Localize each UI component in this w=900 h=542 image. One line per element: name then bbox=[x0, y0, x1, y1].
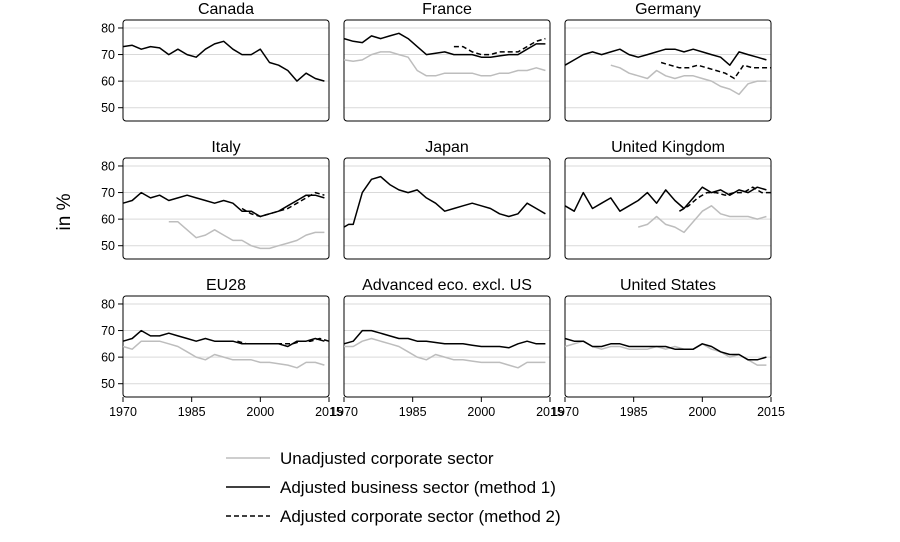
series-line-adjusted-business-sector-method-1 bbox=[564, 337, 767, 361]
x-tick-label: 1985 bbox=[620, 405, 648, 419]
series-line-adjusted-business-sector-method-1 bbox=[564, 48, 767, 66]
legend-label: Adjusted corporate sector (method 2) bbox=[280, 507, 561, 526]
series-line-unadjusted-corporate-sector bbox=[343, 51, 546, 77]
panel-germany: Germany bbox=[564, 1, 772, 122]
x-tick-label: 2015 bbox=[536, 405, 564, 419]
series-line-unadjusted-corporate-sector bbox=[344, 337, 546, 369]
panel-japan: Japan bbox=[343, 139, 551, 260]
legend-item: Adjusted business sector (method 1) bbox=[226, 478, 556, 497]
panel-title: France bbox=[422, 1, 472, 18]
legend-label: Unadjusted corporate sector bbox=[280, 449, 494, 468]
x-tick-label: 1970 bbox=[109, 405, 137, 419]
x-tick-label: 2015 bbox=[757, 405, 785, 419]
x-tick-label: 1985 bbox=[399, 405, 427, 419]
y-tick-label: 70 bbox=[101, 324, 115, 338]
panel-title: United Kingdom bbox=[611, 139, 725, 156]
series-line-adjusted-business-sector-method-1 bbox=[343, 175, 546, 228]
series-line-adjusted-corporate-sector-method-2 bbox=[679, 186, 771, 212]
series-line-adjusted-business-sector-method-1 bbox=[122, 329, 325, 348]
series-line-adjusted-corporate-sector-method-2 bbox=[453, 37, 546, 56]
y-tick-label: 70 bbox=[101, 186, 115, 200]
x-tick-label: 1985 bbox=[178, 405, 206, 419]
series-line-unadjusted-corporate-sector bbox=[637, 205, 767, 234]
legend-label: Adjusted business sector (method 1) bbox=[280, 478, 556, 497]
series-line-unadjusted-corporate-sector bbox=[610, 64, 767, 96]
panel-united-states: United States 1970 1985 2000 2015 bbox=[551, 277, 785, 419]
y-tick-label: 60 bbox=[101, 75, 115, 89]
y-tick-label: 60 bbox=[101, 213, 115, 227]
y-tick-label: 50 bbox=[101, 101, 115, 115]
x-tick-label: 2000 bbox=[246, 405, 274, 419]
panel-frame bbox=[343, 19, 551, 122]
legend-item: Adjusted corporate sector (method 2) bbox=[226, 507, 561, 526]
series-line-adjusted-business-sector-method-1 bbox=[564, 186, 767, 212]
y-tick-label: 50 bbox=[101, 377, 115, 391]
series-line-unadjusted-corporate-sector bbox=[564, 340, 767, 366]
series-line-adjusted-business-sector-method-1 bbox=[343, 329, 546, 349]
series-line-adjusted-corporate-sector-method-2 bbox=[241, 191, 325, 218]
panel-frame bbox=[122, 19, 330, 122]
x-tick-label: 2015 bbox=[315, 405, 343, 419]
y-tick-label: 80 bbox=[101, 297, 115, 311]
series-line-unadjusted-corporate-sector bbox=[122, 340, 325, 369]
panel-title: Canada bbox=[198, 1, 254, 18]
panel-frame bbox=[343, 157, 551, 260]
panel-italy: Italy 50 60 70 80 bbox=[101, 139, 330, 260]
panel-advanced-eco-excl-us: Advanced eco. excl. US 1970 1985 2000 2015 bbox=[330, 277, 564, 419]
panel-france: France bbox=[343, 1, 551, 122]
panel-eu28: EU28 50 60 70 80 1970 1985 2000 2015 bbox=[101, 277, 343, 419]
series-line-adjusted-business-sector-method-1 bbox=[122, 191, 325, 218]
panel-title: Germany bbox=[635, 1, 701, 18]
x-tick-label: 2000 bbox=[688, 405, 716, 419]
panel-frame bbox=[564, 19, 772, 122]
series-line-adjusted-business-sector-method-1 bbox=[122, 40, 325, 82]
panel-frame bbox=[122, 295, 330, 398]
y-tick-label: 80 bbox=[101, 21, 115, 35]
y-tick-label: 50 bbox=[101, 239, 115, 253]
panel-united-kingdom: United Kingdom bbox=[564, 139, 772, 260]
y-tick-label: 60 bbox=[101, 351, 115, 365]
panel-frame bbox=[122, 157, 330, 260]
y-axis-label: in % bbox=[54, 193, 75, 230]
x-tick-label: 1970 bbox=[551, 405, 579, 419]
series-line-adjusted-corporate-sector-method-2 bbox=[237, 337, 330, 345]
panel-title: EU28 bbox=[206, 277, 246, 294]
panel-title: Advanced eco. excl. US bbox=[362, 277, 532, 294]
y-tick-label: 80 bbox=[101, 159, 115, 173]
panel-canada: Canada 50 60 70 80 bbox=[101, 1, 330, 122]
legend-item: Unadjusted corporate sector bbox=[226, 449, 494, 468]
x-tick-label: 2000 bbox=[467, 405, 495, 419]
panel-title: Italy bbox=[211, 139, 240, 156]
series-line-adjusted-corporate-sector-method-2 bbox=[660, 61, 771, 80]
panel-frame bbox=[343, 295, 551, 398]
x-tick-label: 1970 bbox=[330, 405, 358, 419]
panel-title: Japan bbox=[425, 139, 469, 156]
series-line-adjusted-business-sector-method-1 bbox=[343, 32, 546, 58]
panel-frame bbox=[564, 157, 772, 260]
panel-title: United States bbox=[620, 277, 716, 294]
y-tick-label: 70 bbox=[101, 48, 115, 62]
series-line-unadjusted-corporate-sector bbox=[168, 221, 325, 250]
legend: Unadjusted corporate sector Adjusted busi… bbox=[226, 449, 561, 526]
panels: Canada 50 60 70 80 France Germany Italy 50 60 70 80… bbox=[101, 1, 785, 419]
